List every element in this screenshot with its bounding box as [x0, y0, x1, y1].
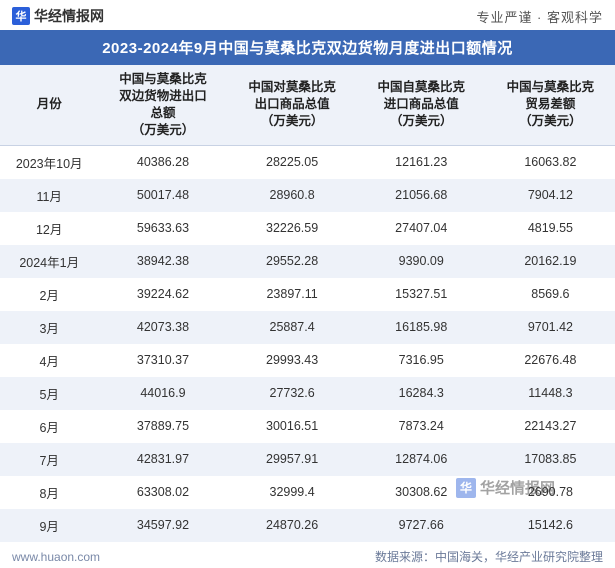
col-header-export: 中国对莫桑比克出口商品总值（万美元） — [228, 65, 357, 145]
logo-icon: 华 — [12, 7, 30, 25]
table-row: 12月59633.6332226.5927407.044819.55 — [0, 212, 615, 245]
cell-value: 28960.8 — [228, 179, 357, 212]
table-row: 2023年10月40386.2828225.0512161.2316063.82 — [0, 145, 615, 179]
cell-month: 12月 — [0, 212, 98, 245]
table-header-row: 月份 中国与莫桑比克双边货物进出口总额（万美元） 中国对莫桑比克出口商品总值（万… — [0, 65, 615, 145]
cell-month: 11月 — [0, 179, 98, 212]
table-row: 2月39224.6223897.1115327.518569.6 — [0, 278, 615, 311]
cell-value: 34597.92 — [98, 509, 227, 542]
cell-month: 2月 — [0, 278, 98, 311]
cell-value: 17083.85 — [486, 443, 615, 476]
cell-value: 24870.26 — [228, 509, 357, 542]
table-row: 9月34597.9224870.269727.6615142.6 — [0, 509, 615, 542]
cell-value: 22676.48 — [486, 344, 615, 377]
cell-month: 9月 — [0, 509, 98, 542]
cell-value: 22143.27 — [486, 410, 615, 443]
cell-value: 50017.48 — [98, 179, 227, 212]
cell-value: 29552.28 — [228, 245, 357, 278]
table-row: 3月42073.3825887.416185.989701.42 — [0, 311, 615, 344]
cell-value: 8569.6 — [486, 278, 615, 311]
col-header-total: 中国与莫桑比克双边货物进出口总额（万美元） — [98, 65, 227, 145]
cell-month: 7月 — [0, 443, 98, 476]
table-row: 4月37310.3729993.437316.9522676.48 — [0, 344, 615, 377]
cell-value: 42073.38 — [98, 311, 227, 344]
cell-month: 3月 — [0, 311, 98, 344]
cell-month: 8月 — [0, 476, 98, 509]
cell-value: 38942.38 — [98, 245, 227, 278]
cell-value: 7904.12 — [486, 179, 615, 212]
cell-value: 63308.02 — [98, 476, 227, 509]
table-row: 11月50017.4828960.821056.687904.12 — [0, 179, 615, 212]
cell-value: 30308.62 — [357, 476, 486, 509]
footer-site: www.huaon.com — [12, 550, 100, 564]
logo-text: 华经情报网 — [34, 6, 104, 26]
cell-value: 12161.23 — [357, 145, 486, 179]
table-row: 5月44016.927732.616284.311448.3 — [0, 377, 615, 410]
cell-value: 23897.11 — [228, 278, 357, 311]
cell-value: 9390.09 — [357, 245, 486, 278]
cell-value: 9727.66 — [357, 509, 486, 542]
table-row: 7月42831.9729957.9112874.0617083.85 — [0, 443, 615, 476]
cell-value: 29957.91 — [228, 443, 357, 476]
col-header-month: 月份 — [0, 65, 98, 145]
top-header: 华 华经情报网 专业严谨 · 客观科学 — [0, 0, 615, 30]
cell-value: 7316.95 — [357, 344, 486, 377]
cell-month: 6月 — [0, 410, 98, 443]
footer: www.huaon.com 数据来源：中国海关，华经产业研究院整理 — [0, 542, 615, 568]
table-row: 2024年1月38942.3829552.289390.0920162.19 — [0, 245, 615, 278]
cell-value: 32226.59 — [228, 212, 357, 245]
cell-month: 5月 — [0, 377, 98, 410]
cell-value: 40386.28 — [98, 145, 227, 179]
cell-value: 4819.55 — [486, 212, 615, 245]
footer-source: 数据来源：中国海关，华经产业研究院整理 — [375, 548, 603, 565]
cell-value: 42831.97 — [98, 443, 227, 476]
cell-value: 28225.05 — [228, 145, 357, 179]
tagline: 专业严谨 · 客观科学 — [476, 7, 603, 26]
table-body: 2023年10月40386.2828225.0512161.2316063.82… — [0, 145, 615, 542]
cell-value: 59633.63 — [98, 212, 227, 245]
cell-value: 16284.3 — [357, 377, 486, 410]
data-table: 月份 中国与莫桑比克双边货物进出口总额（万美元） 中国对莫桑比克出口商品总值（万… — [0, 65, 615, 542]
cell-month: 2023年10月 — [0, 145, 98, 179]
col-header-import: 中国自莫桑比克进口商品总值（万美元） — [357, 65, 486, 145]
cell-value: 32999.4 — [228, 476, 357, 509]
cell-value: 15142.6 — [486, 509, 615, 542]
cell-value: 11448.3 — [486, 377, 615, 410]
cell-value: 37889.75 — [98, 410, 227, 443]
cell-value: 12874.06 — [357, 443, 486, 476]
cell-value: 27407.04 — [357, 212, 486, 245]
cell-value: 44016.9 — [98, 377, 227, 410]
cell-value: 27732.6 — [228, 377, 357, 410]
cell-value: 2690.78 — [486, 476, 615, 509]
cell-value: 15327.51 — [357, 278, 486, 311]
cell-value: 16063.82 — [486, 145, 615, 179]
cell-value: 16185.98 — [357, 311, 486, 344]
cell-value: 25887.4 — [228, 311, 357, 344]
cell-month: 4月 — [0, 344, 98, 377]
logo-block: 华 华经情报网 — [12, 6, 104, 26]
cell-value: 20162.19 — [486, 245, 615, 278]
table-row: 8月63308.0232999.430308.622690.78 — [0, 476, 615, 509]
cell-value: 7873.24 — [357, 410, 486, 443]
cell-month: 2024年1月 — [0, 245, 98, 278]
chart-title: 2023-2024年9月中国与莫桑比克双边货物月度进出口额情况 — [0, 30, 615, 65]
cell-value: 30016.51 — [228, 410, 357, 443]
cell-value: 21056.68 — [357, 179, 486, 212]
cell-value: 37310.37 — [98, 344, 227, 377]
cell-value: 29993.43 — [228, 344, 357, 377]
table-row: 6月37889.7530016.517873.2422143.27 — [0, 410, 615, 443]
cell-value: 39224.62 — [98, 278, 227, 311]
cell-value: 9701.42 — [486, 311, 615, 344]
col-header-balance: 中国与莫桑比克贸易差额（万美元） — [486, 65, 615, 145]
